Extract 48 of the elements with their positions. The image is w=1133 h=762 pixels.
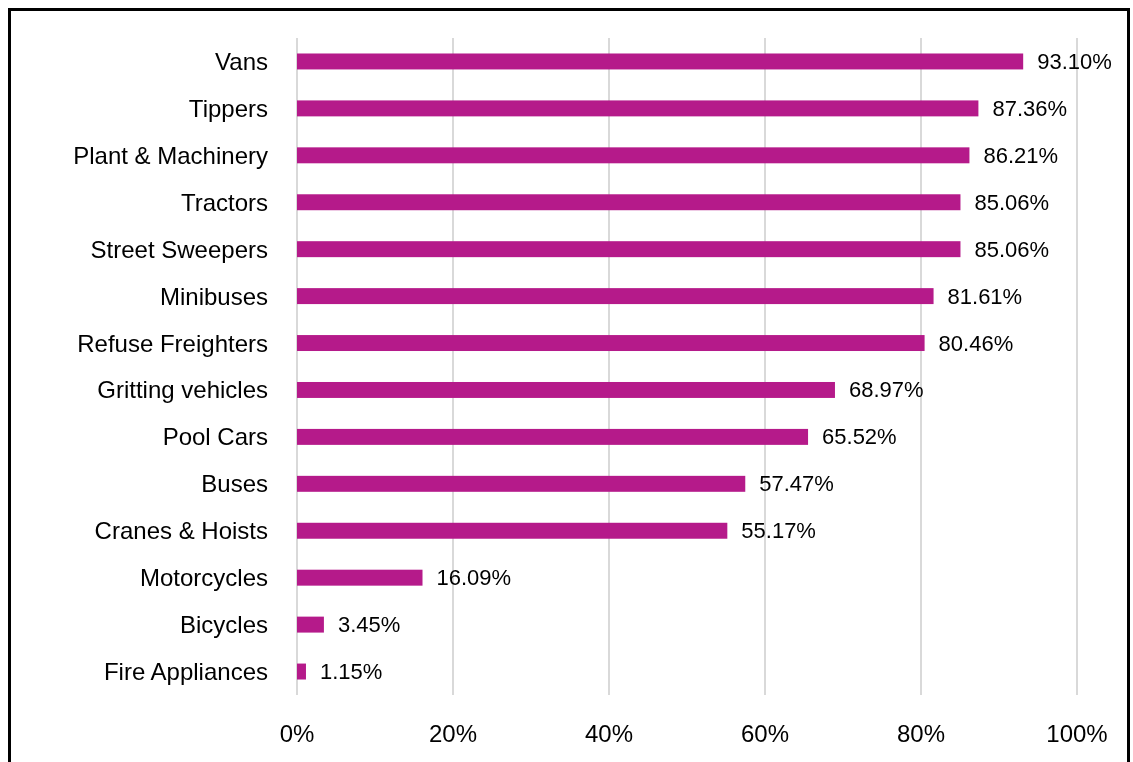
x-tick-label: 20% xyxy=(428,719,478,747)
x-tick-label: 40% xyxy=(584,719,634,747)
data-label: 85.06% xyxy=(974,236,1050,262)
y-tick-label: Street Sweepers xyxy=(90,235,268,263)
y-tick-label: Tippers xyxy=(188,94,268,122)
data-label: 85.06% xyxy=(974,189,1050,215)
x-tick-label: 60% xyxy=(740,719,790,747)
y-tick-label: Fire Appliances xyxy=(103,658,268,686)
y-tick-label: Plant & Machinery xyxy=(73,141,268,169)
y-tick-label: Minibuses xyxy=(159,282,268,310)
data-label: 3.45% xyxy=(337,612,401,638)
bar xyxy=(297,147,970,164)
y-tick-label: Pool Cars xyxy=(162,423,268,451)
data-label: 57.47% xyxy=(759,471,834,497)
y-tick-label: Vans xyxy=(215,47,268,75)
y-tick-label: Cranes & Hoists xyxy=(94,517,268,545)
bar xyxy=(297,241,961,258)
data-label: 81.61% xyxy=(947,283,1023,309)
data-label: 55.17% xyxy=(741,518,816,544)
data-label: 80.46% xyxy=(938,330,1014,356)
data-label: 86.21% xyxy=(983,142,1059,168)
y-tick-label: Motorcycles xyxy=(139,564,268,592)
bar xyxy=(297,100,979,117)
y-tick-label: Tractors xyxy=(180,188,268,216)
bar xyxy=(297,335,925,352)
y-tick-label: Buses xyxy=(201,470,268,498)
bar xyxy=(297,663,306,680)
bar xyxy=(297,53,1024,70)
y-tick-label: Bicycles xyxy=(179,611,268,639)
data-label: 1.15% xyxy=(319,659,383,685)
data-label: 87.36% xyxy=(992,95,1068,121)
bar xyxy=(297,569,423,586)
data-label: 93.10% xyxy=(1037,48,1112,74)
x-tick-label: 80% xyxy=(896,719,946,747)
bar xyxy=(297,288,934,305)
bar xyxy=(297,194,961,211)
bar xyxy=(297,381,835,398)
data-label: 65.52% xyxy=(822,424,897,450)
data-label: 68.97% xyxy=(848,377,924,403)
bar xyxy=(297,428,809,445)
bar xyxy=(297,522,728,539)
x-tick-label: 0% xyxy=(279,719,315,747)
bar xyxy=(297,475,746,492)
bar xyxy=(297,616,324,633)
y-tick-label: Gritting vehicles xyxy=(97,376,268,404)
data-label: 16.09% xyxy=(436,565,512,591)
x-tick-label: 100% xyxy=(1046,719,1108,747)
y-tick-label: Refuse Freighters xyxy=(77,329,268,357)
